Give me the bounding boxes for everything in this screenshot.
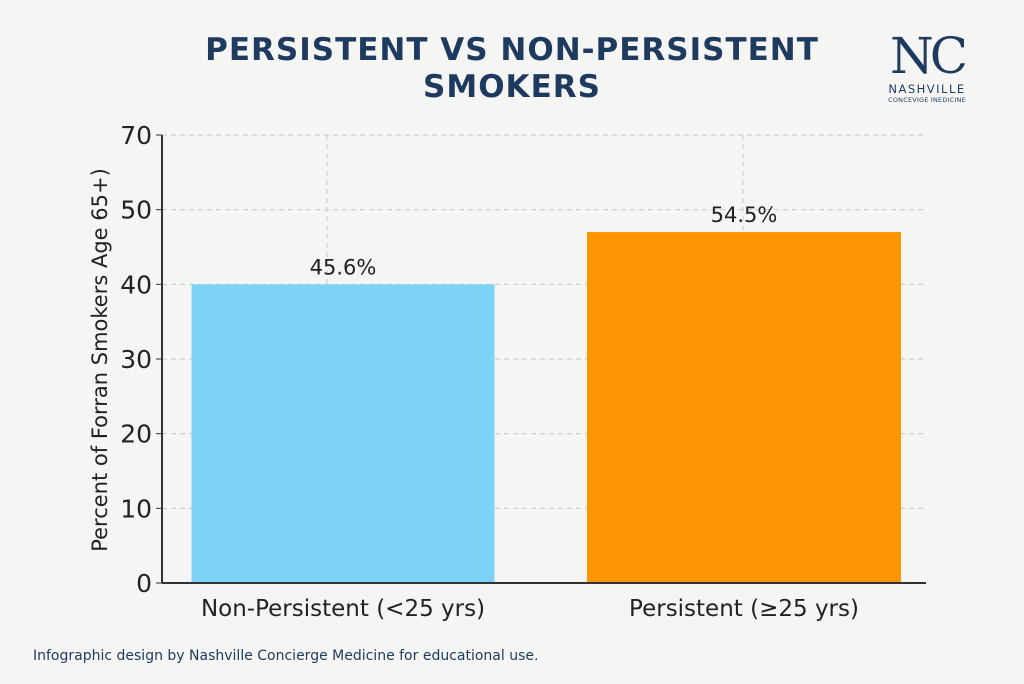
bar-1 [191, 284, 495, 583]
chart-title: PERSISTENT VS NON-PERSISTENT SMOKERS [0, 32, 1024, 106]
y-tick-label: 30 [120, 345, 152, 374]
y-tick-label: 50 [120, 196, 152, 225]
data-label: 54.5% [711, 203, 778, 227]
x-tick-label: Persistent (≥25 yrs) [629, 596, 859, 622]
logo-mark: NC [889, 27, 968, 85]
title-line-2: SMOKERS [423, 69, 601, 105]
nashville-concierge-logo: NC NASHVILLE CONCEVIGE INEDICINE [872, 30, 982, 104]
y-tick-label: 70 [120, 121, 152, 150]
y-tick-label: 20 [120, 420, 152, 449]
data-label: 45.6% [310, 255, 377, 279]
title-line-1: PERSISTENT VS NON-PERSISTENT [205, 32, 819, 68]
y-tick-label: 10 [120, 494, 152, 523]
y-tick-label: 40 [120, 270, 152, 299]
footer-credit: Infographic design by Nashville Concierg… [33, 648, 539, 664]
y-tick-label: 0 [136, 569, 152, 598]
y-axis-label: Percent of Forran Smokers Age 65+) [88, 168, 112, 552]
bar-2 [587, 232, 901, 584]
x-tick-label: Non-Persistent (<25 yrs) [201, 596, 485, 622]
logo-line-2: CONCEVIGE INEDICINE [888, 96, 966, 104]
logo-line-1: NASHVILLE [888, 82, 966, 96]
